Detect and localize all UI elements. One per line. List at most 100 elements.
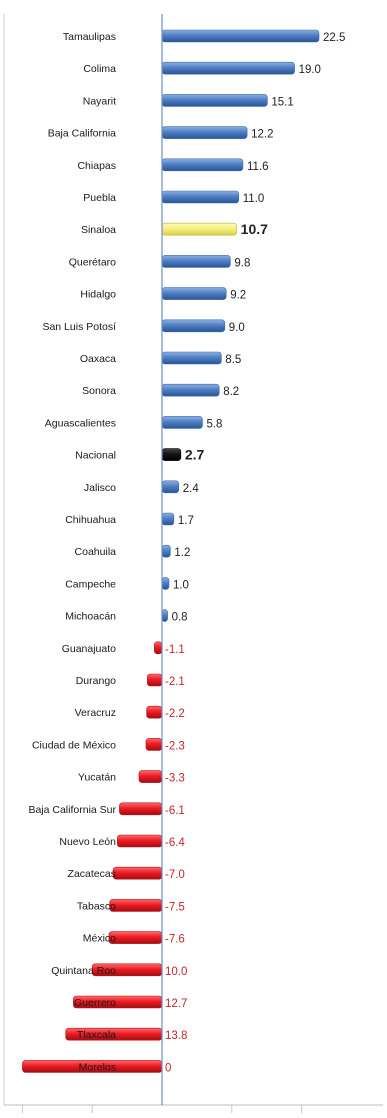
category-label: Nacional xyxy=(75,450,116,462)
bar-puebla xyxy=(161,190,240,204)
bar-chiapas xyxy=(161,158,244,172)
bar-guanajuato xyxy=(154,641,163,655)
value-label: 10.7 xyxy=(241,221,268,237)
category-label: Veracruz xyxy=(75,707,116,719)
category-label: Chiapas xyxy=(77,160,116,172)
category-label: Yucatán xyxy=(78,772,116,784)
value-label: 12.2 xyxy=(251,129,273,141)
bar-colima xyxy=(161,61,295,75)
value-label: -6.1 xyxy=(165,805,185,817)
value-label: 5.8 xyxy=(206,418,222,430)
category-label: México xyxy=(83,933,116,945)
value-label: -2.2 xyxy=(165,708,185,720)
category-label: Baja California Sur xyxy=(28,804,116,816)
bar-durango xyxy=(147,673,163,687)
value-label: 15.1 xyxy=(271,96,293,108)
bar-aguascalientes xyxy=(161,416,203,429)
category-label: Durango xyxy=(76,675,116,687)
axes xyxy=(3,14,383,1106)
value-label: 9.2 xyxy=(230,290,246,302)
bar-michoacan xyxy=(161,609,168,622)
bar-oaxaca xyxy=(161,351,222,365)
category-label: Baja California xyxy=(48,128,116,140)
category-label: Oaxaca xyxy=(80,353,116,365)
bar-baja-california-sur xyxy=(119,802,163,816)
bar-ciudad-de-mexico xyxy=(145,738,163,751)
category-label: Sinaloa xyxy=(81,224,116,236)
value-labels: 22.5 19.0 15.1 12.2 11.6 11.0 10.7 9.8 9.2 9.0 8.5… xyxy=(165,32,345,1074)
value-label: 0 xyxy=(165,1062,171,1074)
category-label: Nayarit xyxy=(83,95,116,107)
value-label: 1.7 xyxy=(178,515,194,527)
value-label: 10.0 xyxy=(165,966,187,978)
category-label: Michoacán xyxy=(65,611,116,623)
category-label: Ciudad de México xyxy=(32,739,116,751)
value-label: 22.5 xyxy=(323,32,345,44)
category-label: Jalisco xyxy=(84,482,116,494)
bar-queretaro xyxy=(161,255,231,268)
value-label: 9.0 xyxy=(229,322,245,334)
category-label: Morelos xyxy=(79,1061,116,1073)
value-label: -2.3 xyxy=(165,740,185,752)
value-label: 8.2 xyxy=(223,386,239,398)
value-label: -7.6 xyxy=(165,934,185,946)
value-label: 2.4 xyxy=(183,483,200,495)
bar-tamaulipas xyxy=(161,29,320,43)
value-label: -1.1 xyxy=(165,644,185,656)
gridlines xyxy=(21,1105,303,1113)
bar-baja-california xyxy=(161,126,248,139)
value-label: -3.3 xyxy=(165,773,185,785)
value-label: 1.0 xyxy=(173,579,189,591)
category-label: Campeche xyxy=(65,578,116,590)
value-label: 11.6 xyxy=(247,161,269,173)
category-label: Tamaulipas xyxy=(63,31,116,43)
bars xyxy=(22,29,320,1073)
category-label: Coahuila xyxy=(75,546,117,558)
bar-san-luis-potosi xyxy=(161,319,226,333)
value-label: 0.8 xyxy=(172,612,188,624)
bar-nayarit xyxy=(161,94,268,107)
category-label: Aguascalientes xyxy=(45,417,116,429)
bar-zacatecas xyxy=(112,866,163,880)
category-label: Tabasco xyxy=(77,900,116,912)
category-label: Guanajuato xyxy=(62,643,116,655)
bar-campeche xyxy=(161,577,170,590)
bar-sonora xyxy=(161,383,220,397)
bar-hidalgo xyxy=(161,287,227,300)
bar-chihuahua xyxy=(161,512,175,526)
value-label: 1.2 xyxy=(174,547,190,559)
bar-tabasco xyxy=(109,899,163,912)
bar-mexico xyxy=(108,931,163,944)
value-label: 8.5 xyxy=(225,354,241,366)
category-label: Sonora xyxy=(82,385,116,397)
category-label: Querétaro xyxy=(69,256,116,268)
category-labels: Tamaulipas Colima Nayarit Baja California Ch… xyxy=(28,31,116,1073)
category-label: Tlaxcala xyxy=(77,1029,116,1041)
value-label: -7.0 xyxy=(165,869,185,881)
bar-jalisco xyxy=(161,480,180,494)
category-label: Hidalgo xyxy=(80,289,116,301)
value-label: 12.7 xyxy=(165,998,187,1010)
bar-sinaloa xyxy=(161,222,237,236)
value-label: 11.0 xyxy=(243,193,265,205)
category-label: Nuevo León xyxy=(59,836,116,848)
value-label: 2.7 xyxy=(185,447,205,463)
category-label: Colima xyxy=(83,63,116,75)
value-label: 13.8 xyxy=(165,1030,187,1042)
value-label: 19.0 xyxy=(299,64,321,76)
value-label: 9.8 xyxy=(234,257,250,269)
category-label: Puebla xyxy=(83,192,116,204)
bar-yucatan xyxy=(138,770,163,783)
value-label: -7.5 xyxy=(165,901,185,913)
bar-nacional xyxy=(161,448,182,461)
value-label: -6.4 xyxy=(165,837,185,849)
category-label: Quintana Roo xyxy=(51,965,116,977)
category-label: Zacatecas xyxy=(68,868,116,880)
bar-veracruz xyxy=(146,705,163,719)
bar-nuevo-leon xyxy=(117,834,163,848)
value-label: -2.1 xyxy=(165,676,185,688)
category-label: Guerrero xyxy=(74,997,116,1009)
category-label: Chihuahua xyxy=(65,514,116,526)
bar-coahuila xyxy=(161,544,171,558)
